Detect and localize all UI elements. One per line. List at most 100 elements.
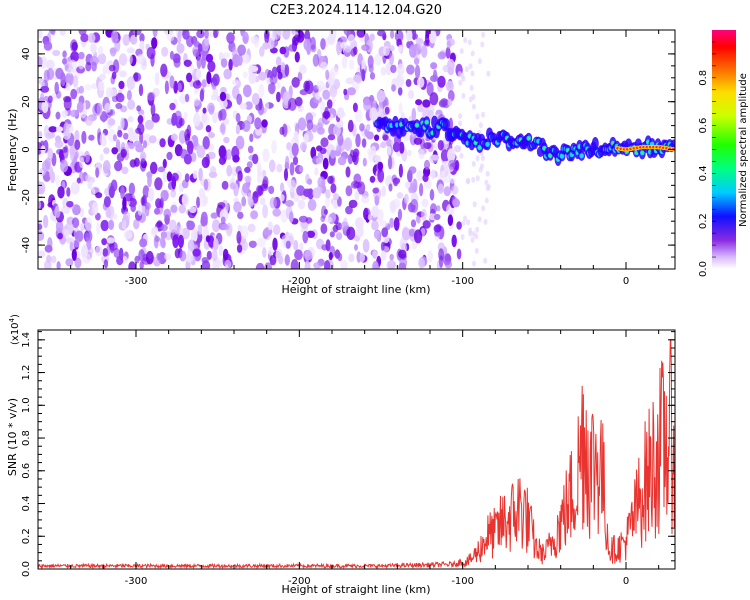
bottom-y-tick-label: 1.2 (21, 365, 32, 381)
noise-blob (335, 222, 343, 231)
bottom-x-axis-label: Height of straight line (km) (281, 583, 430, 596)
noise-blob (139, 260, 144, 269)
noise-blob (76, 101, 84, 113)
noise-blob (49, 166, 54, 179)
noise-blob (385, 62, 393, 76)
noise-blob (122, 34, 130, 46)
noise-blob (275, 56, 282, 67)
noise-blob (85, 61, 92, 72)
noise-blob (291, 142, 299, 157)
noise-blob (132, 30, 142, 36)
noise-blob (315, 157, 323, 165)
noise-blob (126, 47, 135, 54)
noise-blob (237, 170, 243, 182)
noise-blob (236, 244, 243, 253)
noise-blob (397, 208, 403, 221)
noise-blob (377, 161, 384, 171)
noise-blob (99, 132, 106, 146)
noise-blob (91, 61, 97, 72)
noise-blob (285, 155, 290, 170)
noise-blob-fringe (474, 233, 479, 240)
noise-blob (69, 143, 76, 156)
noise-blob (268, 246, 274, 256)
noise-blob (170, 133, 178, 141)
signal-blob-core (478, 146, 481, 149)
noise-blob (359, 123, 365, 132)
colorbar-tick-label: 0.8 (698, 70, 709, 86)
top-y-axis-label: Frequency (Hz) (6, 109, 19, 192)
noise-blob (249, 133, 254, 143)
noise-blob (38, 130, 43, 139)
noise-blob (405, 79, 412, 87)
noise-blob (79, 156, 85, 169)
noise-blob (328, 252, 333, 261)
noise-blob-fringe (475, 113, 480, 120)
noise-blob (73, 239, 80, 248)
noise-blob (430, 154, 440, 161)
noise-blob (149, 161, 158, 174)
noise-blob (411, 107, 417, 122)
noise-blob (320, 137, 329, 148)
noise-blob (359, 253, 365, 263)
noise-blob (95, 212, 101, 221)
noise-blob (197, 224, 203, 235)
noise-blob (160, 63, 168, 77)
noise-blob (140, 196, 145, 206)
noise-blob (215, 260, 223, 268)
noise-blob (55, 174, 60, 186)
noise-blob (169, 102, 176, 111)
noise-blob (74, 257, 82, 269)
noise-blob (201, 260, 211, 269)
noise-blob (87, 179, 93, 190)
noise-blob-fringe (470, 236, 475, 243)
top-y-tick-label: -40 (21, 237, 32, 253)
noise-blob (74, 139, 81, 150)
noise-blob (200, 216, 208, 227)
noise-blob (446, 40, 452, 49)
noise-blob (226, 32, 235, 44)
noise-blob (202, 107, 207, 114)
noise-blob (111, 147, 118, 155)
noise-blob (40, 85, 50, 93)
noise-blob (105, 208, 112, 218)
noise-blob (382, 134, 389, 141)
noise-blob (271, 140, 277, 154)
noise-blob-fringe (478, 122, 483, 129)
noise-blob (303, 188, 312, 198)
noise-blob (325, 69, 330, 81)
noise-blob (220, 216, 226, 224)
noise-blob (154, 177, 163, 191)
noise-blob (184, 93, 190, 103)
noise-blob (122, 211, 131, 222)
noise-blob (325, 189, 331, 199)
noise-blob-fringe (475, 175, 480, 182)
noise-blob (104, 102, 112, 113)
noise-blob (103, 147, 110, 155)
noise-blob (267, 221, 273, 231)
noise-blob (451, 185, 459, 195)
noise-blob (286, 142, 292, 151)
noise-blob (219, 91, 227, 102)
noise-blob (117, 129, 123, 138)
noise-blob (322, 157, 329, 170)
noise-blob-fringe (472, 260, 476, 267)
noise-blob (163, 208, 172, 219)
noise-blob (387, 145, 392, 156)
noise-blob (369, 175, 376, 183)
noise-blob (139, 158, 147, 172)
noise-blob (262, 204, 268, 219)
noise-blob (129, 159, 137, 168)
noise-blob (102, 160, 111, 174)
noise-blob (304, 30, 311, 41)
noise-blob-fringe (466, 219, 471, 226)
noise-blob (355, 133, 361, 148)
noise-blob (90, 187, 96, 196)
bottom-x-tick-label: -300 (125, 576, 148, 587)
noise-blob (50, 255, 57, 264)
noise-blob (408, 182, 417, 194)
noise-blob (84, 232, 91, 242)
signal-blob-core (641, 151, 644, 155)
noise-blob (279, 46, 287, 55)
noise-blob (354, 72, 363, 84)
